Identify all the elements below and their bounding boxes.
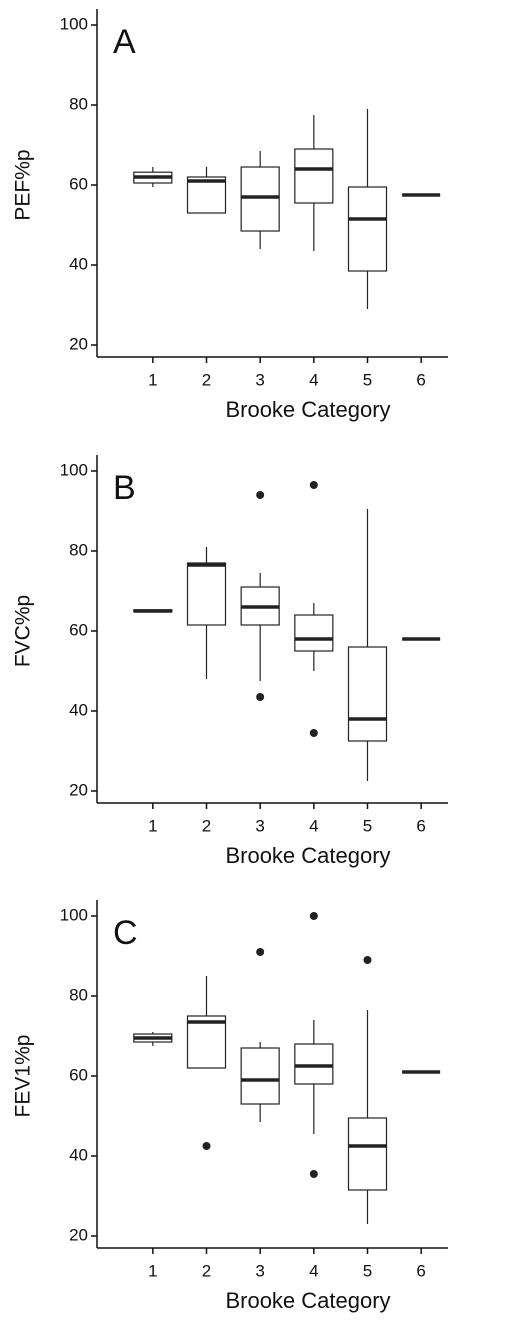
box [240, 1047, 280, 1105]
x-tick-label: 5 [363, 370, 372, 389]
panel-label: B [113, 469, 136, 507]
x-tick-label: 6 [416, 816, 425, 835]
x-axis-title: Brooke Category [225, 397, 390, 422]
y-tick-label: 60 [69, 620, 88, 639]
box [186, 176, 227, 214]
x-tick-label: 1 [148, 1261, 157, 1280]
x-tick-label: 3 [255, 1261, 264, 1280]
x-tick-label: 4 [309, 816, 318, 835]
box [347, 186, 388, 272]
outlier [202, 1142, 211, 1150]
y-tick-label: 60 [69, 174, 88, 193]
x-tick-label: 5 [363, 1261, 372, 1280]
outlier [363, 956, 372, 964]
box [186, 562, 227, 626]
x-tick-label: 3 [255, 816, 264, 835]
outlier [309, 1170, 318, 1178]
box [294, 614, 334, 652]
x-axis-title: Brooke Category [225, 1288, 390, 1313]
y-axis-title: PEF%p [12, 149, 35, 220]
x-tick-label: 4 [309, 370, 318, 389]
box [294, 1043, 334, 1085]
y-tick-label: 20 [69, 1225, 88, 1244]
y-tick-label: 20 [69, 334, 88, 353]
y-tick-label: 80 [69, 94, 88, 113]
y-tick-label: 80 [69, 985, 88, 1004]
x-tick-label: 2 [202, 1261, 211, 1280]
box [347, 646, 388, 742]
panel-label: A [113, 23, 136, 61]
y-tick-label: 80 [69, 540, 88, 559]
x-axis-title: Brooke Category [225, 843, 390, 868]
outlier [256, 948, 265, 956]
y-tick-label: 60 [69, 1065, 88, 1084]
outlier [309, 912, 318, 920]
x-tick-label: 2 [202, 816, 211, 835]
x-tick-label: 6 [416, 1261, 425, 1280]
y-axis-title: FVC%p [12, 595, 35, 667]
x-tick-label: 2 [202, 370, 211, 389]
y-tick-label: 20 [69, 780, 88, 799]
y-tick-label: 100 [60, 14, 88, 33]
box [347, 1117, 388, 1191]
y-tick-label: 100 [60, 460, 88, 479]
x-tick-label: 4 [309, 1261, 318, 1280]
box [294, 148, 334, 204]
box [186, 1015, 227, 1069]
y-tick-label: 40 [69, 254, 88, 273]
y-tick-label: 100 [60, 905, 88, 924]
outlier [256, 693, 265, 701]
x-tick-label: 3 [255, 370, 264, 389]
x-tick-label: 5 [363, 816, 372, 835]
panel-label: C [113, 914, 138, 952]
x-tick-label: 1 [148, 816, 157, 835]
x-tick-label: 1 [148, 370, 157, 389]
y-tick-label: 40 [69, 1145, 88, 1164]
outlier [256, 491, 265, 499]
x-tick-label: 6 [416, 370, 425, 389]
outlier [309, 729, 318, 737]
box [240, 166, 280, 232]
y-tick-label: 40 [69, 700, 88, 719]
outlier [309, 481, 318, 489]
y-axis-title: FEV1%p [12, 1035, 35, 1118]
